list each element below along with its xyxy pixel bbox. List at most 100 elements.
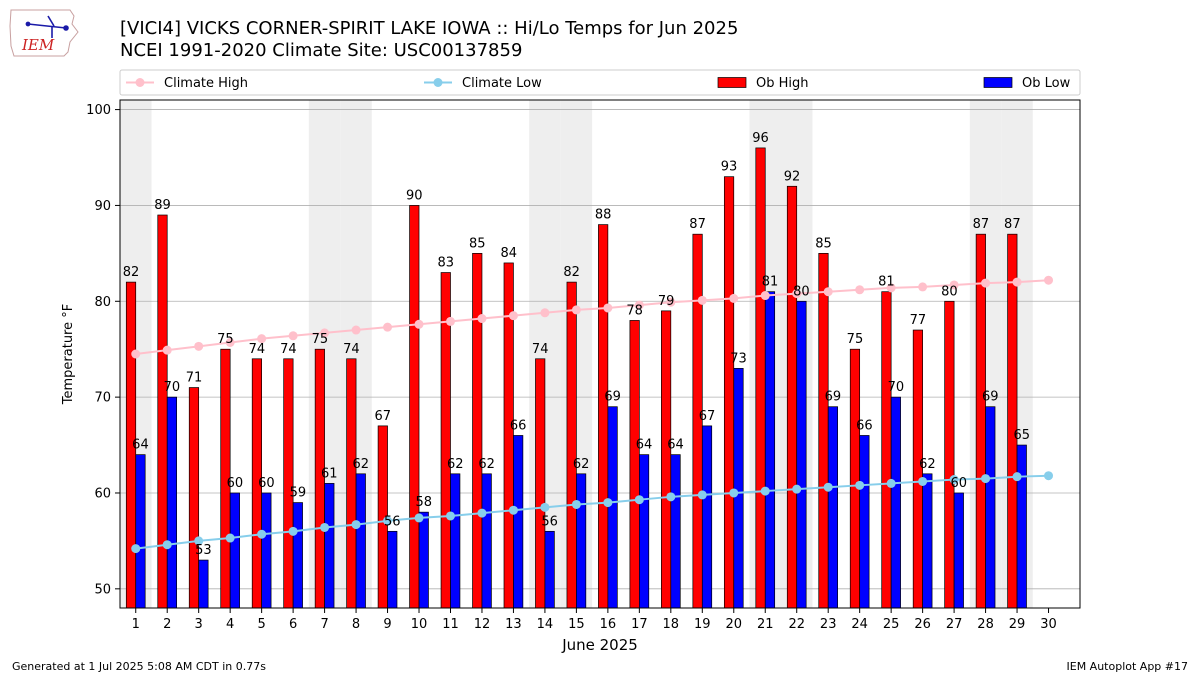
ob-low-label: 62 [573,457,590,472]
ob-low-bar [387,530,398,609]
climate-high-point [729,293,739,303]
ob-low-label: 69 [604,390,621,405]
climate-low-point [760,486,770,496]
climate-low-point [697,490,707,500]
ob-high-label: 84 [500,246,517,261]
x-tick-label: 12 [474,617,491,632]
climate-low-point [855,480,865,490]
ob-low-label: 59 [290,486,307,501]
x-tick-label: 28 [977,617,994,632]
ob-low-bar [166,396,178,609]
ob-low-bar [859,435,870,609]
climate-low-point [414,513,424,523]
climate-low-point [666,492,676,502]
x-tick-label: 30 [1040,617,1057,632]
ob-high-label: 75 [847,332,864,347]
ob-high-label: 87 [1004,217,1021,232]
climate-high-point [540,308,550,318]
climate-low-point [949,475,959,485]
logo-text: IEM [21,36,55,54]
ob-low-bar [418,511,429,609]
climate-high-point [823,287,833,297]
ob-low-label: 80 [793,284,810,299]
ob-low-label: 64 [667,438,684,453]
climate-high-point [1044,275,1054,285]
x-tick-label: 21 [757,617,774,632]
climate-high-point [603,303,613,313]
ob-high-bar [944,300,955,609]
ob-high-bar [472,253,483,609]
legend-ob-high-label: Ob High [756,76,809,91]
x-tick-label: 17 [631,617,648,632]
ob-high-label: 79 [658,294,675,309]
ob-low-label: 62 [478,457,495,472]
ob-low-bar [607,406,618,609]
y-tick-label: 90 [94,199,111,214]
ob-low-bar [450,473,461,609]
ob-high-label: 82 [123,265,140,280]
ob-low-bar [638,454,650,609]
x-tick-label: 7 [320,617,328,632]
ob-low-label: 66 [856,418,873,433]
bar-value-labels: 82 64 89 70 71 53 75 60 74 60 74 59 75 61 74 62 67 56 90 58… [123,131,1030,558]
climate-high-point [288,331,298,341]
ob-low-label: 61 [321,466,338,481]
y-tick-label: 70 [94,391,111,406]
y-tick-label: 50 [94,582,111,597]
ob-high-bar [1007,233,1018,609]
ob-low-bar [261,492,272,609]
x-tick-label: 25 [883,617,900,632]
x-tick-label: 1 [132,617,140,632]
ob-high-label: 88 [595,208,612,223]
y-tick-label: 100 [86,103,111,118]
generated-timestamp: Generated at 1 Jul 2025 5:08 AM CDT in 0… [12,660,266,673]
app-credit: IEM Autoplot App #17 [1066,660,1189,673]
ob-low-label: 60 [227,476,244,491]
weather-station-icon [25,15,69,38]
climate-high-point [162,345,172,355]
x-tick-label: 20 [725,617,742,632]
ob-low-label: 69 [825,390,842,405]
ob-high-label: 74 [249,342,266,357]
iem-logo: IEM [9,9,79,57]
x-axis-label: June 2025 [561,636,638,654]
ob-high-bar [849,348,861,609]
x-tick-label: 4 [226,617,234,632]
climate-low-point [603,498,613,508]
x-tick-label: 8 [352,617,360,632]
climate-high-point [918,282,928,292]
ob-high-bar [157,214,168,609]
x-tick-label: 14 [537,617,554,632]
ob-low-label: 56 [384,514,401,529]
ob-low-bar [796,300,807,609]
ob-low-bar [890,396,901,609]
climate-low-point [823,482,833,492]
ob-low-bar [953,492,964,609]
ob-low-label: 62 [447,457,464,472]
ob-low-bar [544,530,555,609]
climate-high-point [760,291,770,301]
iowa-outline-icon [9,9,79,57]
ob-low-label: 69 [982,390,999,405]
legend-climate-high-label: Climate High [164,76,248,91]
ob-low-bar [135,454,146,609]
x-tick-label: 29 [1009,617,1026,632]
legend: Climate High Climate Low Ob High Ob Low [119,69,1081,96]
ob-high-bar [786,185,798,609]
climate-low-point [257,529,267,539]
ob-low-bar [733,368,744,609]
ob-low-bar [198,559,209,609]
ob-low-label: 62 [353,457,370,472]
ob-high-bar [535,358,546,609]
ob-high-label: 74 [343,342,360,357]
climate-high-point [1012,277,1022,287]
ob-low-label: 73 [730,351,747,366]
x-tick-label: 24 [851,617,868,632]
climate-high-point [855,285,865,295]
climate-low-point [445,511,455,521]
ob-low-bar [670,454,681,609]
climate-low-point [383,516,393,526]
ob-high-label: 75 [217,332,234,347]
ob-low-label: 67 [699,409,716,424]
ob-high-label: 81 [878,275,895,290]
